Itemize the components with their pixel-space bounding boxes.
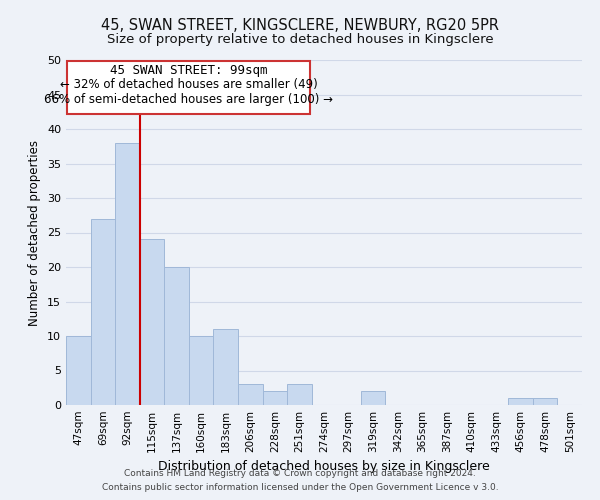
Text: Size of property relative to detached houses in Kingsclere: Size of property relative to detached ho…: [107, 32, 493, 46]
Text: 66% of semi-detached houses are larger (100) →: 66% of semi-detached houses are larger (…: [44, 93, 334, 106]
Bar: [361, 391, 385, 405]
Bar: [189, 336, 214, 405]
Bar: [533, 398, 557, 405]
Bar: [508, 398, 533, 405]
Bar: [238, 384, 263, 405]
X-axis label: Distribution of detached houses by size in Kingsclere: Distribution of detached houses by size …: [158, 460, 490, 473]
Text: Contains HM Land Registry data © Crown copyright and database right 2024.: Contains HM Land Registry data © Crown c…: [124, 468, 476, 477]
Y-axis label: Number of detached properties: Number of detached properties: [28, 140, 41, 326]
Text: 45, SWAN STREET, KINGSCLERE, NEWBURY, RG20 5PR: 45, SWAN STREET, KINGSCLERE, NEWBURY, RG…: [101, 18, 499, 32]
Bar: [287, 384, 312, 405]
Bar: [263, 391, 287, 405]
Bar: [91, 218, 115, 405]
FancyBboxPatch shape: [67, 62, 310, 114]
Bar: [164, 267, 189, 405]
Text: 45 SWAN STREET: 99sqm: 45 SWAN STREET: 99sqm: [110, 64, 268, 77]
Text: Contains public sector information licensed under the Open Government Licence v : Contains public sector information licen…: [101, 484, 499, 492]
Bar: [140, 240, 164, 405]
Bar: [66, 336, 91, 405]
Bar: [214, 329, 238, 405]
Text: ← 32% of detached houses are smaller (49): ← 32% of detached houses are smaller (49…: [60, 78, 318, 92]
Bar: [115, 143, 140, 405]
